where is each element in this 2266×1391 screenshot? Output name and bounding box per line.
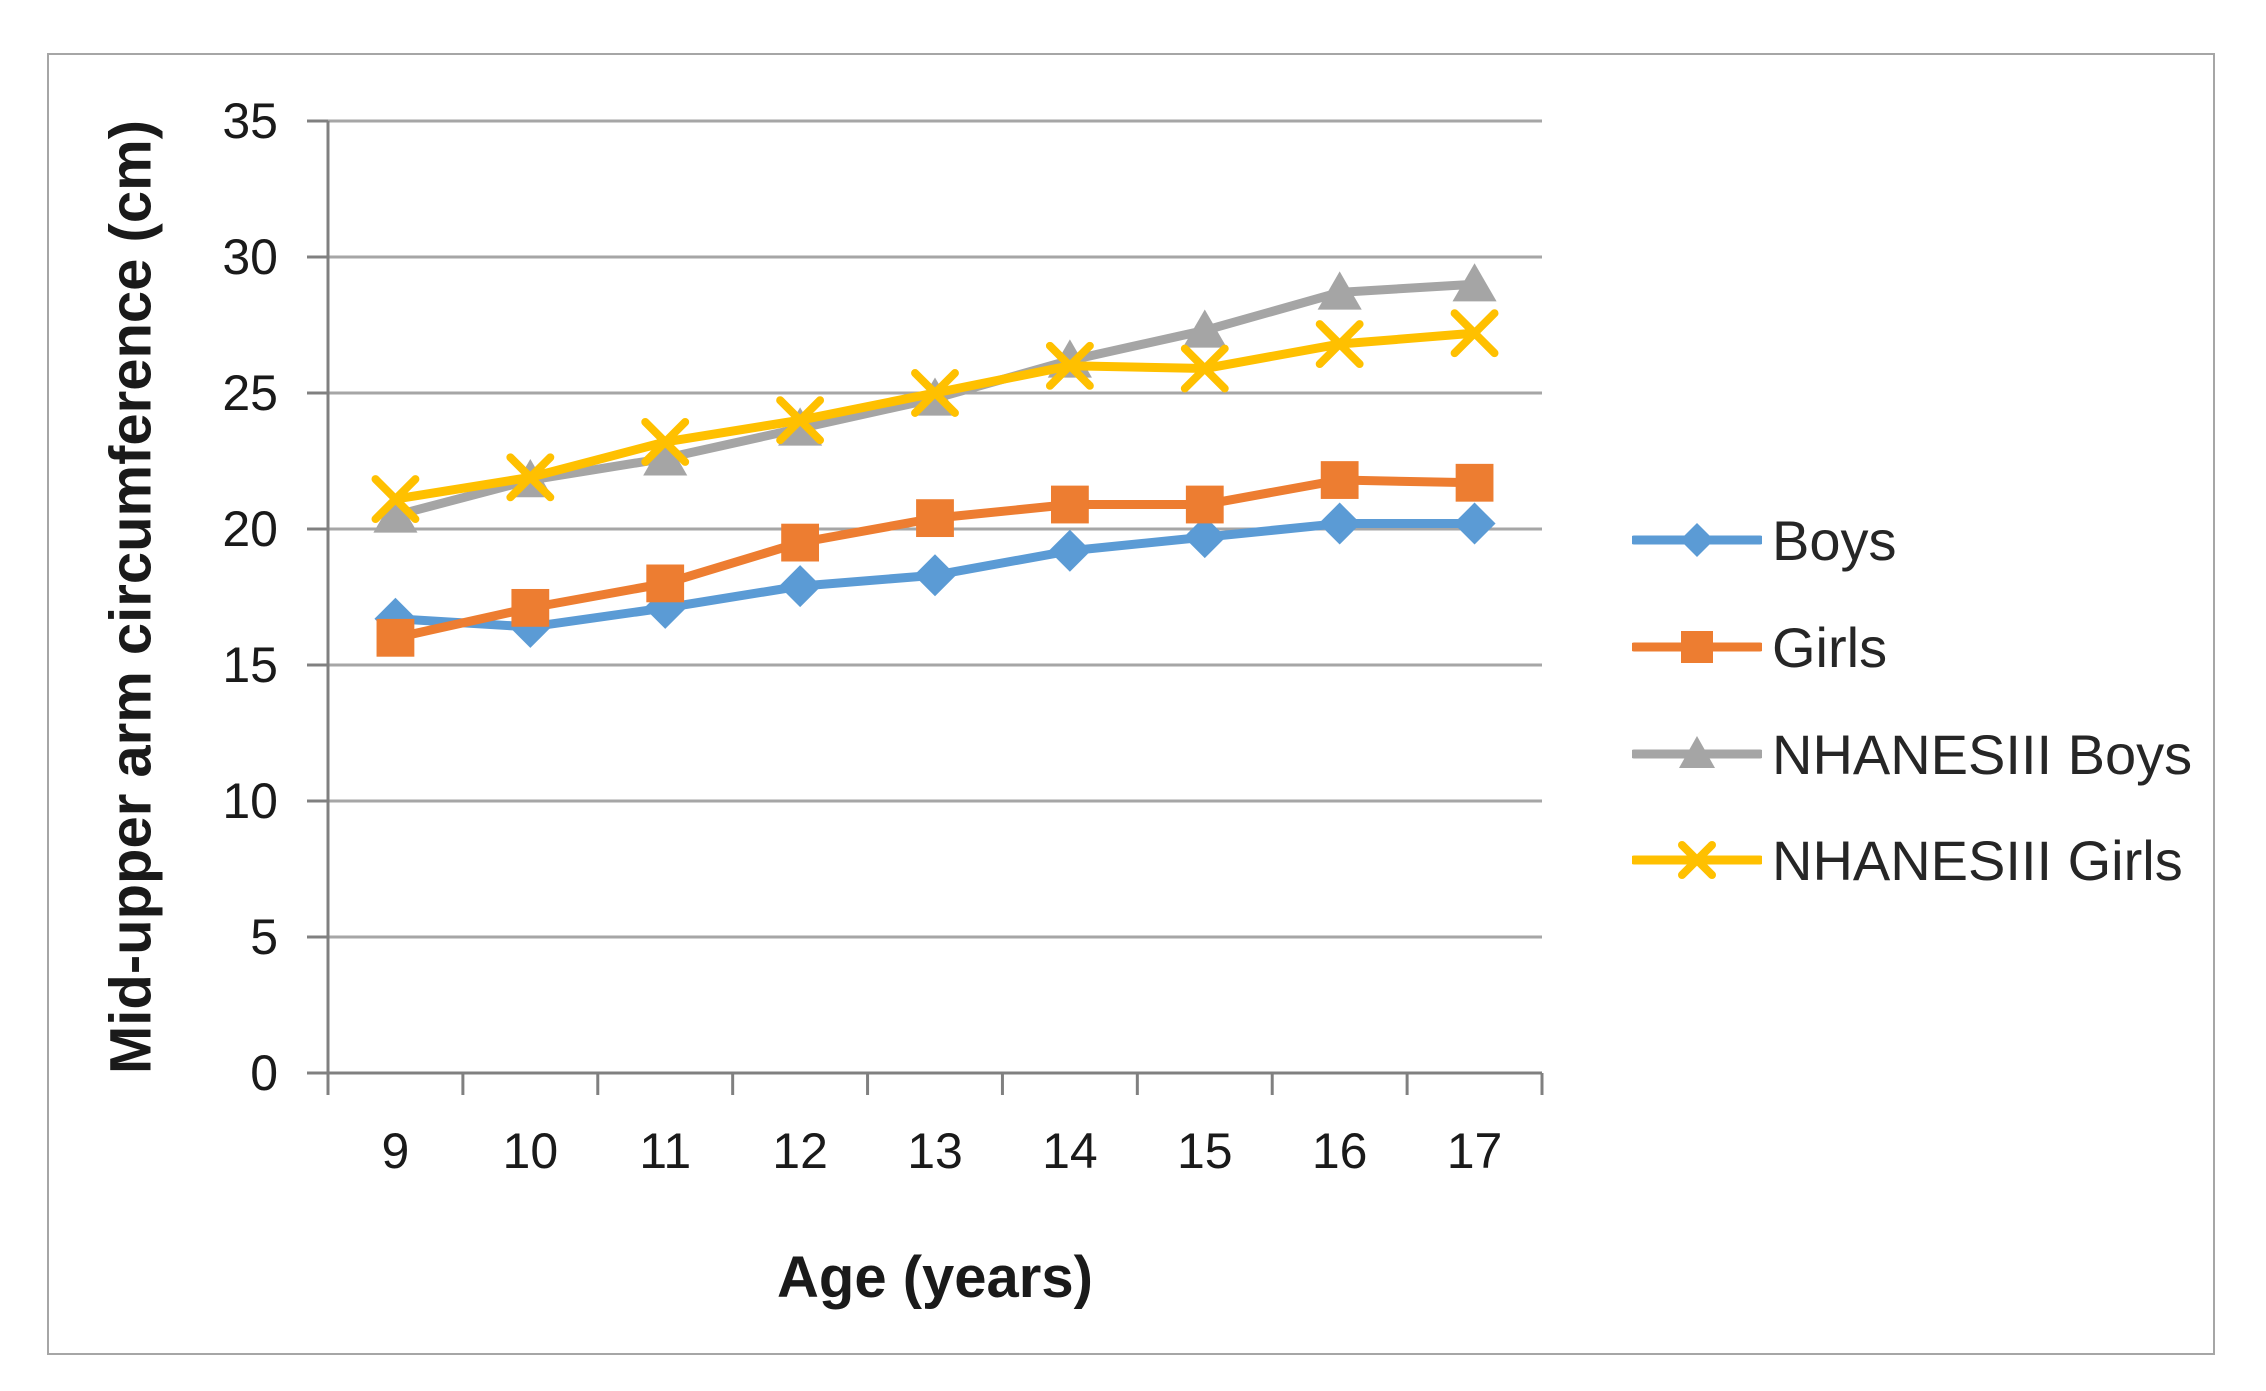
series-line-nhanesiii-girls: [390, 328, 1480, 504]
diamond-marker: [1680, 523, 1714, 557]
x-marker: [776, 396, 825, 445]
square-marker: [1050, 485, 1089, 524]
x-marker: [1450, 309, 1499, 358]
x-tick-label: 17: [1447, 1123, 1503, 1179]
x-tick-label: 15: [1177, 1123, 1233, 1179]
x-tick-label: 13: [907, 1123, 963, 1179]
x-tick-label: 12: [772, 1123, 828, 1179]
legend-marker-triangle-icon: [1632, 736, 1762, 768]
triangle-marker: [1679, 736, 1715, 768]
y-tick-label: 10: [222, 773, 278, 829]
legend-item-nhanesiii-boys: NHANESIII Boys: [1632, 722, 2193, 786]
chart-border: [47, 53, 2215, 1355]
x-marker: [1678, 841, 1716, 879]
square-marker: [1185, 485, 1224, 524]
square-marker: [781, 523, 820, 562]
x-marker: [641, 418, 690, 466]
legend-item-nhanesiii-girls: NHANESIII Girls: [1632, 828, 2183, 892]
legend-label: Boys: [1772, 508, 1897, 572]
legend-marker-square-icon: [1632, 631, 1762, 663]
y-axis-title: Mid-upper arm circumference (cm): [98, 119, 164, 1075]
legend-item-girls: Girls: [1632, 615, 1888, 679]
square-marker: [916, 499, 954, 538]
y-tick-label: 20: [222, 501, 278, 557]
y-tick-label: 25: [222, 365, 278, 421]
x-tick-label: 16: [1312, 1123, 1368, 1179]
x-marker: [1045, 341, 1094, 390]
x-tick-label: 9: [382, 1123, 410, 1179]
legend-label: NHANESIII Boys: [1772, 722, 2193, 786]
y-tick-label: 5: [250, 909, 278, 965]
legend-marker-diamond-icon: [1632, 523, 1762, 557]
legend-label: NHANESIII Girls: [1772, 828, 2183, 892]
square-marker: [1320, 461, 1359, 499]
square-marker: [511, 588, 550, 627]
triangle-marker: [643, 437, 688, 476]
x-axis-title: Age (years): [777, 1245, 1093, 1310]
y-tick-label: 30: [222, 229, 278, 285]
triangle-marker: [1452, 263, 1497, 302]
diamond-marker: [1183, 516, 1226, 559]
square-marker: [1455, 463, 1494, 502]
x-marker: [371, 475, 420, 524]
triangle-marker: [1182, 309, 1227, 348]
y-tick-label: 15: [222, 637, 278, 693]
x-tick-label: 10: [503, 1123, 559, 1179]
diamond-marker: [1318, 502, 1361, 545]
x-marker: [506, 453, 555, 502]
square-marker: [376, 618, 415, 657]
legend-marker-x-icon: [1632, 841, 1762, 879]
diamond-marker: [779, 565, 822, 608]
diamond-marker: [1048, 529, 1091, 572]
x-tick-label: 11: [639, 1123, 691, 1179]
diamond-marker: [914, 554, 956, 597]
x-marker: [911, 369, 959, 417]
triangle-marker: [1317, 271, 1362, 310]
diamond-marker: [1453, 502, 1496, 545]
x-tick-label: 14: [1042, 1123, 1098, 1179]
triangle-marker: [373, 494, 418, 533]
legend-label: Girls: [1772, 615, 1888, 679]
square-marker: [646, 564, 685, 603]
legend-item-boys: Boys: [1632, 508, 1897, 572]
y-tick-label: 0: [250, 1045, 278, 1101]
square-marker: [1681, 631, 1713, 663]
x-marker: [1315, 320, 1364, 368]
y-tick-label: 35: [222, 93, 278, 149]
x-marker: [1180, 344, 1229, 393]
